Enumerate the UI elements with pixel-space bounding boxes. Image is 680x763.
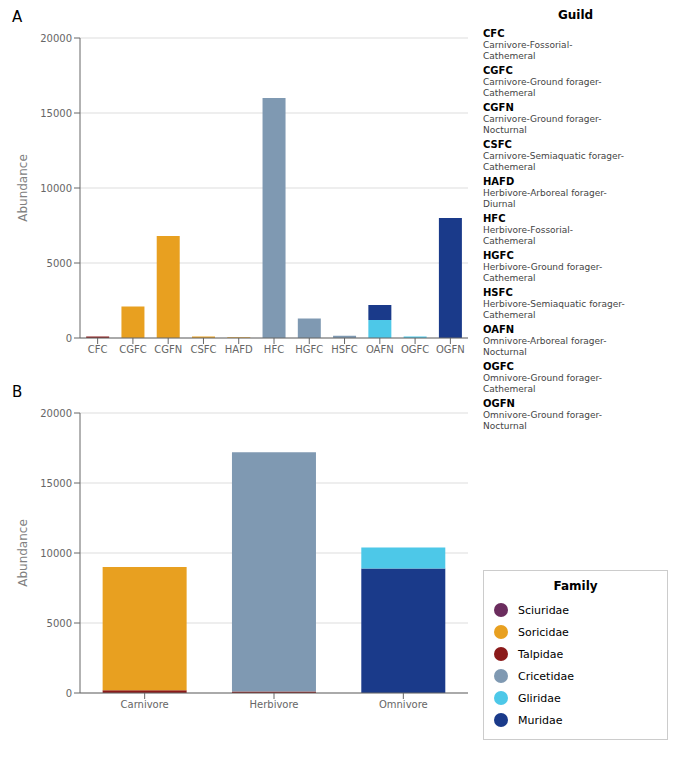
html-text:HAFD: HAFD <box>483 176 515 187</box>
html-text:OGFN: OGFN <box>483 398 515 409</box>
svg-text:10000: 10000 <box>40 548 72 559</box>
svg-text:10000: 10000 <box>40 183 72 194</box>
svg-text:5000: 5000 <box>47 258 72 269</box>
html-text:B: B <box>12 383 23 401</box>
svg-text:HFC: HFC <box>264 344 284 355</box>
html-text:CFC: CFC <box>483 28 505 39</box>
html-text:Family: Family <box>553 579 598 593</box>
html-text:Herbivore-Fossorial- Cathemera: Herbivore-Fossorial- Cathemeral <box>483 225 574 246</box>
html-text:Omnivore-Ground forager- Cathe: Omnivore-Ground forager- Cathemeral <box>483 373 602 394</box>
svg-text:CSFC: CSFC <box>190 344 216 355</box>
html-text:CSFC: CSFC <box>483 139 512 150</box>
html-text:CGFC: CGFC <box>483 65 513 76</box>
svg-text:15000: 15000 <box>40 108 72 119</box>
html-text:Herbivore-Ground forager- Cath: Herbivore-Ground forager- Cathemeral <box>483 262 603 283</box>
html-text:Cricetidae: Cricetidae <box>518 669 574 683</box>
html-text:Herbivore-Semiaquatic forager-: Herbivore-Semiaquatic forager- Cathemera… <box>483 299 625 320</box>
html-text:OAFN: OAFN <box>483 324 515 335</box>
html-text:Soricidae: Soricidae <box>518 625 569 639</box>
svg-text:HGFC: HGFC <box>295 344 323 355</box>
svg-text:CFC: CFC <box>88 344 108 355</box>
html-text:Carnivore-Ground forager- Cath: Carnivore-Ground forager- Cathemeral <box>483 77 602 98</box>
svg-text:CGFC: CGFC <box>119 344 146 355</box>
html-text:Muridae: Muridae <box>518 713 563 727</box>
html-text:Gliridae: Gliridae <box>518 691 561 705</box>
svg-text:HSFC: HSFC <box>331 344 358 355</box>
svg-text:15000: 15000 <box>40 478 72 489</box>
svg-text:20000: 20000 <box>40 33 72 44</box>
html-text:Guild: Guild <box>557 8 594 22</box>
html-text:HFC: HFC <box>483 213 506 224</box>
html-text:Omnivore-Ground forager- Noctu: Omnivore-Ground forager- Nocturnal <box>483 410 602 431</box>
html-text:HGFC: HGFC <box>483 250 514 261</box>
svg-text:Omnivore: Omnivore <box>379 699 428 710</box>
svg-text:Abundance: Abundance <box>16 519 30 587</box>
html-text:A: A <box>12 8 23 26</box>
svg-text:Carnivore: Carnivore <box>121 699 169 710</box>
svg-text:CGFN: CGFN <box>154 344 182 355</box>
html-text:Carnivore-Ground forager- Noct: Carnivore-Ground forager- Nocturnal <box>483 114 602 135</box>
html-text:Omnivore-Arboreal forager- Noc: Omnivore-Arboreal forager- Nocturnal <box>483 336 607 357</box>
html-text:Herbivore-Arboreal forager- Di: Herbivore-Arboreal forager- Diurnal <box>483 188 607 209</box>
svg-text:HAFD: HAFD <box>225 344 253 355</box>
html-text:OGFC: OGFC <box>483 361 514 372</box>
html-text:HSFC: HSFC <box>483 287 513 298</box>
svg-text:0: 0 <box>66 333 72 344</box>
svg-text:OAFN: OAFN <box>366 344 394 355</box>
svg-text:Herbivore: Herbivore <box>250 699 299 710</box>
svg-text:Abundance: Abundance <box>16 154 30 222</box>
html-text:CGFN: CGFN <box>483 102 514 113</box>
svg-text:0: 0 <box>66 688 72 699</box>
svg-text:20000: 20000 <box>40 408 72 419</box>
html-text:Carnivore-Semiaquatic forager-: Carnivore-Semiaquatic forager- Cathemera… <box>483 151 624 172</box>
svg-text:OGFC: OGFC <box>401 344 429 355</box>
html-text:Talpidae: Talpidae <box>518 647 564 661</box>
html-text:Carnivore-Fossorial- Cathemera: Carnivore-Fossorial- Cathemeral <box>483 40 573 61</box>
html-text:Sciuridae: Sciuridae <box>518 603 570 617</box>
svg-text:OGFN: OGFN <box>436 344 465 355</box>
svg-text:5000: 5000 <box>47 618 72 629</box>
